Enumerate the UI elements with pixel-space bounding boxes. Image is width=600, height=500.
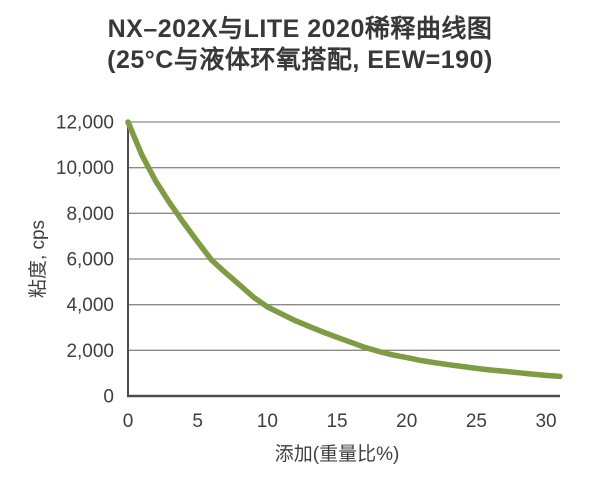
y-axis-title: 粘度, cps: [27, 220, 49, 298]
x-tick-label: 10: [257, 411, 278, 432]
x-tick-label: 20: [396, 411, 417, 432]
y-tick-label: 10,000: [56, 158, 114, 179]
chart-title: NX–202X与LITE 2020稀释曲线图: [107, 15, 493, 43]
y-tick-label: 12,000: [56, 113, 114, 134]
x-tick-label: 15: [326, 411, 347, 432]
y-tick-label: 0: [103, 387, 114, 408]
y-tick-label: 2,000: [66, 341, 114, 362]
x-axis-title: 添加(重量比%): [275, 443, 400, 465]
y-tick-label: 4,000: [66, 295, 114, 316]
x-tick-label: 5: [192, 411, 203, 432]
x-tick-label: 25: [466, 411, 487, 432]
x-tick-label: 0: [123, 411, 134, 432]
chart-title-block: NX–202X与LITE 2020稀释曲线图 (25°C与液体环氧搭配, EEW…: [0, 14, 600, 76]
y-tick-label: 8,000: [66, 204, 114, 225]
chart-subtitle: (25°C与液体环氧搭配, EEW=190): [107, 46, 493, 74]
x-tick-label: 30: [535, 411, 556, 432]
y-tick-label: 6,000: [66, 250, 114, 271]
viscosity-curve: [125, 119, 563, 380]
